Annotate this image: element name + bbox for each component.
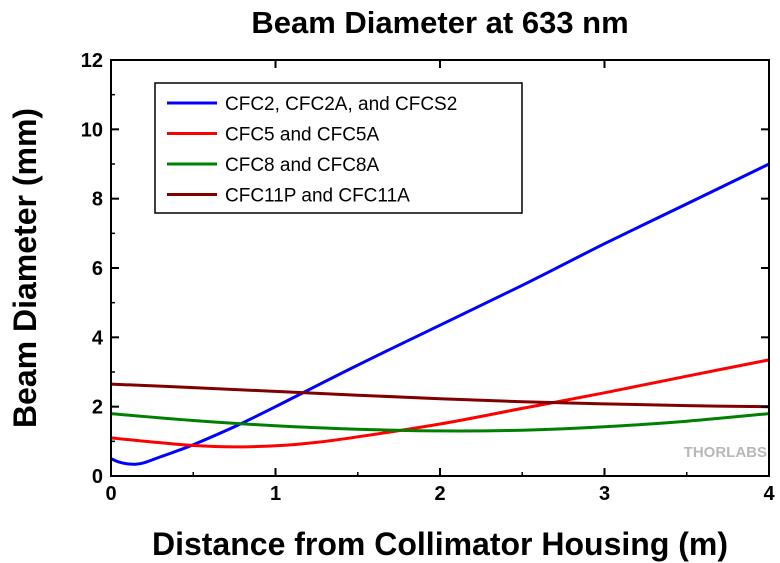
x-tick-label: 2 bbox=[434, 483, 445, 505]
series-line-1 bbox=[110, 358, 770, 449]
legend-box bbox=[154, 82, 523, 214]
series-line-0 bbox=[110, 162, 770, 466]
y-tick-label: 8 bbox=[92, 189, 103, 211]
legend-label-2: CFC8 and CFC8A bbox=[225, 155, 379, 176]
x-tick-label: 0 bbox=[105, 483, 116, 505]
y-axis-label: Beam Diameter (mm) bbox=[7, 108, 43, 428]
y-tick-label: 12 bbox=[81, 50, 103, 72]
legend-label-3: CFC11P and CFC11A bbox=[225, 186, 410, 207]
y-tick-label: 10 bbox=[81, 119, 103, 141]
y-tick-label: 6 bbox=[92, 258, 103, 280]
x-tick-label: 4 bbox=[763, 483, 775, 505]
y-tick-label: 2 bbox=[92, 397, 103, 419]
x-tick-label: 3 bbox=[599, 483, 610, 505]
series-line-2 bbox=[110, 412, 770, 433]
y-tick-label: 4 bbox=[92, 327, 104, 349]
legend: CFC2, CFC2A, and CFCS2 CFC5 and CFC5A CFC8… bbox=[154, 82, 523, 214]
legend-label-1: CFC5 and CFC5A bbox=[225, 125, 379, 146]
x-axis-label: Distance from Collimator Housing (m) bbox=[152, 526, 728, 562]
plot-curves bbox=[110, 162, 770, 466]
y-tick-label: 0 bbox=[92, 466, 103, 488]
legend-label-0: CFC2, CFC2A, and CFCS2 bbox=[225, 94, 457, 115]
thorlabs-watermark: THORLABS bbox=[684, 444, 767, 461]
chart-title: Beam Diameter at 633 nm bbox=[251, 5, 628, 40]
x-tick-label: 1 bbox=[270, 483, 281, 505]
series-line-3 bbox=[110, 382, 770, 409]
